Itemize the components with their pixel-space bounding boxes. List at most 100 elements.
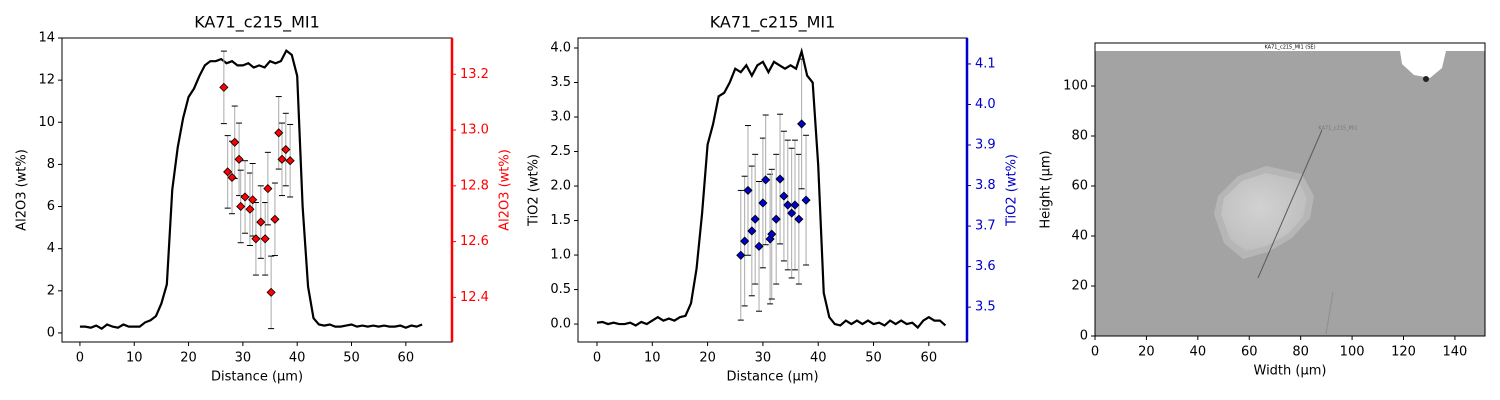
x-tick-label: 100 [1340,345,1365,360]
y2-tick-label: 3.9 [975,138,996,153]
y2-tick-label: 3.6 [975,259,996,274]
marker [754,241,764,251]
dark-spot [1423,76,1429,82]
y2-tick-label: 13.0 [460,123,489,138]
marker [740,236,750,246]
x-tick-label: 0 [593,351,601,366]
marker [783,200,793,210]
crystal [1221,173,1307,251]
x-tick-label: 0 [1091,345,1099,360]
y-tick-label: 80 [1071,129,1088,144]
y2-tick-label: 12.6 [460,234,489,249]
y-tick-label: 8 [47,157,55,172]
y-tick-label: 2.0 [550,179,571,194]
y2-tick-label: 4.0 [975,97,996,112]
y-tick-label: 0 [47,325,55,340]
x-tick-label: 50 [865,351,882,366]
y-tick-label: 1.5 [550,213,571,228]
y2-tick-label: 3.5 [975,300,996,315]
marker [761,175,771,185]
chart-title: KA71_c215_MI1 [194,13,320,33]
marker [219,82,229,92]
y2-tick-label: 4.1 [975,56,996,71]
marker [277,154,287,164]
marker [767,229,777,239]
x-tick-label: 10 [126,351,143,366]
marker [736,250,746,260]
y2-tick-label: 12.8 [460,178,489,193]
marker [240,192,250,202]
marker [750,214,760,224]
y-tick-label: 3.0 [550,110,571,125]
y2-tick-label: 12.4 [460,290,489,305]
y-axis-label: Al2O3 (wt%) [15,149,30,231]
marker [787,208,797,218]
x-tick-label: 120 [1391,345,1416,360]
y-tick-label: 6 [47,199,55,214]
plot-frame [577,37,968,343]
x-tick-label: 40 [1190,345,1207,360]
x-tick-label: 20 [1138,345,1155,360]
x-tick-label: 140 [1443,345,1468,360]
marker [794,214,804,224]
y-tick-label: 0 [1080,329,1088,344]
x-tick-label: 80 [1292,345,1309,360]
marker [758,198,768,208]
y-tick-label: 2 [47,283,55,298]
y-tick-label: 4 [47,241,55,256]
x-tick-label: 30 [235,351,252,366]
marker [797,119,807,129]
marker [234,154,244,164]
x-tick-label: 60 [1241,345,1258,360]
x-tick-label: 30 [755,351,772,366]
marker [230,137,240,147]
y-tick-label: 1.0 [550,248,571,263]
x-tick-label: 40 [810,351,827,366]
y-tick-label: 40 [1071,229,1088,244]
marker [256,217,266,227]
y-tick-label: 2.5 [550,144,571,159]
y2-tick-label: 13.2 [460,67,489,82]
marker [223,167,233,177]
plot-frame [1094,42,1486,337]
plot-frame [61,37,453,343]
chart-title: KA71_c215_MI1 [710,13,836,33]
x-tick-label: 20 [699,351,716,366]
marker [281,144,291,155]
marker [771,214,781,224]
marker [245,204,255,214]
x-axis-label: Distance (µm) [726,370,818,385]
marker [266,287,276,297]
marker [236,201,246,212]
y-tick-label: 14 [38,31,55,46]
image-header [1095,43,1485,51]
profile-label: KA71_c215_MI1 [1318,126,1357,132]
y-tick-label: 60 [1071,179,1088,194]
marker [251,234,261,244]
image-title: KA71_c215_MI1 (SE) [1264,45,1315,51]
x-tick-label: 60 [398,351,415,366]
y-tick-label: 12 [38,73,55,88]
white-grain [1400,51,1446,78]
marker [775,174,785,184]
y-tick-label: 0.5 [550,282,571,297]
y-tick-label: 100 [1063,79,1088,94]
x-tick-label: 60 [921,351,938,366]
marker [263,184,273,194]
y-axis-label: Height (µm) [1039,150,1054,228]
marker [743,185,753,195]
y-tick-label: 3.5 [550,75,571,90]
y-tick-label: 10 [38,115,55,130]
marker [801,195,811,205]
marker [779,191,789,201]
x-tick-label: 10 [644,351,661,366]
marker [270,214,280,224]
marker [248,195,258,205]
y-tick-label: 4.0 [550,41,571,56]
marker [747,226,757,236]
y-tick-label: 20 [1071,279,1088,294]
y2-axis-label: Al2O3 (wt%) [498,149,513,231]
marker [227,172,237,183]
marker [285,156,295,166]
x-tick-label: 40 [289,351,306,366]
